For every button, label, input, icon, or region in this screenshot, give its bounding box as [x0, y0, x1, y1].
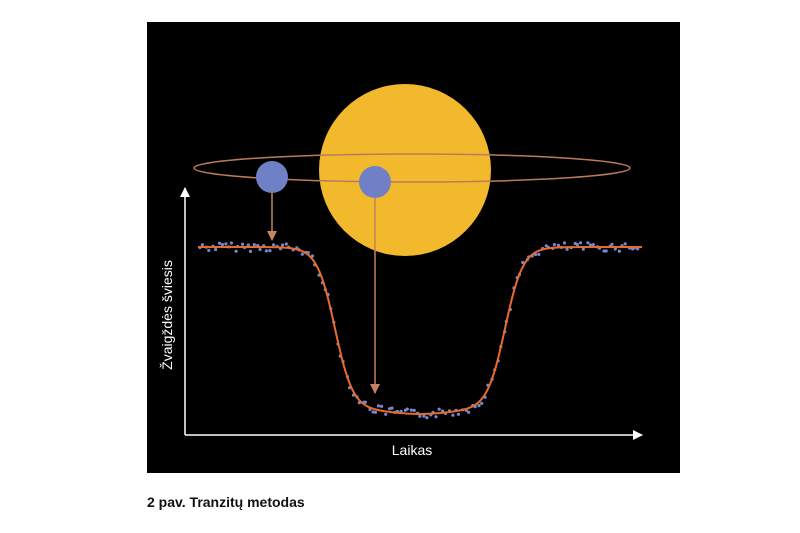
measurement-dot: [376, 404, 381, 408]
measurement-dot: [240, 242, 245, 246]
measurement-dot: [207, 248, 211, 252]
measurement-dot: [467, 410, 471, 414]
measurement-dot: [200, 243, 204, 247]
measurement-dot: [422, 414, 426, 418]
measurement-dot: [480, 401, 484, 405]
measurement-dot: [591, 243, 595, 247]
measurement-dot: [586, 241, 590, 245]
measurement-dot: [271, 243, 276, 247]
measurement-dot: [477, 404, 481, 408]
measurement-dot: [229, 241, 233, 245]
measurement-dot: [588, 243, 593, 247]
figure: Žvaigždės šviesis Laikas: [147, 22, 680, 473]
measurement-dot: [363, 400, 367, 404]
measurement-dot: [418, 414, 422, 418]
measurement-dot: [579, 241, 583, 245]
x-axis-label: Laikas: [392, 442, 432, 458]
measurement-dot: [373, 410, 378, 414]
orbit: [193, 153, 631, 183]
measurement-dot: [565, 247, 569, 251]
measurement-dot: [234, 249, 238, 253]
measurement-dot: [380, 404, 384, 408]
measurement-dot: [248, 249, 253, 253]
measurement-dot: [412, 408, 416, 412]
measurement-dot: [268, 249, 272, 253]
measurement-dot: [556, 243, 561, 247]
measurement-dot: [224, 242, 228, 246]
measurement-dot: [610, 242, 614, 246]
y-axis-label: Žvaigždės šviesis: [159, 260, 175, 370]
measurement-dot: [552, 243, 557, 247]
measurement-dot: [300, 252, 304, 256]
planet: [256, 161, 288, 193]
measurement-dot: [437, 407, 441, 411]
measurement-dot: [246, 243, 250, 247]
measurement-dot: [604, 249, 608, 253]
measurement-dot: [425, 416, 429, 420]
star: [319, 84, 491, 256]
measurement-dot: [217, 241, 222, 245]
measurement-dot: [384, 412, 388, 416]
planet: [359, 166, 391, 198]
measurement-dot: [537, 252, 541, 256]
measurement-dot: [451, 413, 455, 417]
measurement-dot: [623, 242, 627, 246]
measurement-dot: [284, 242, 288, 246]
measurement-dot: [434, 415, 438, 419]
measurement-dot: [280, 243, 285, 247]
measurement-dot: [214, 247, 218, 252]
measurement-dot: [390, 406, 394, 410]
caption: 2 pav. Tranzitų metodas: [147, 494, 305, 510]
measurement-dot: [456, 412, 460, 416]
light-curve: [198, 246, 642, 415]
measurement-dot: [562, 241, 567, 245]
measurement-dot: [521, 260, 525, 265]
measurement-dot: [409, 408, 413, 412]
measurement-dot: [602, 249, 606, 253]
measurement-dot: [258, 247, 262, 252]
measurement-dot: [252, 243, 256, 247]
measurement-dot: [310, 254, 315, 258]
measurement-dot: [220, 243, 224, 247]
measurement-dot: [371, 410, 375, 414]
measurement-dot: [544, 244, 548, 248]
measurement-dot: [613, 247, 617, 251]
measurement-dot: [575, 243, 580, 247]
measurement-dot: [617, 249, 622, 253]
measurement-dot: [581, 247, 585, 251]
measurement-dot: [387, 407, 392, 411]
measurement-dot: [405, 407, 409, 411]
measurement-dot: [264, 249, 268, 253]
measurement-dot: [636, 247, 640, 251]
